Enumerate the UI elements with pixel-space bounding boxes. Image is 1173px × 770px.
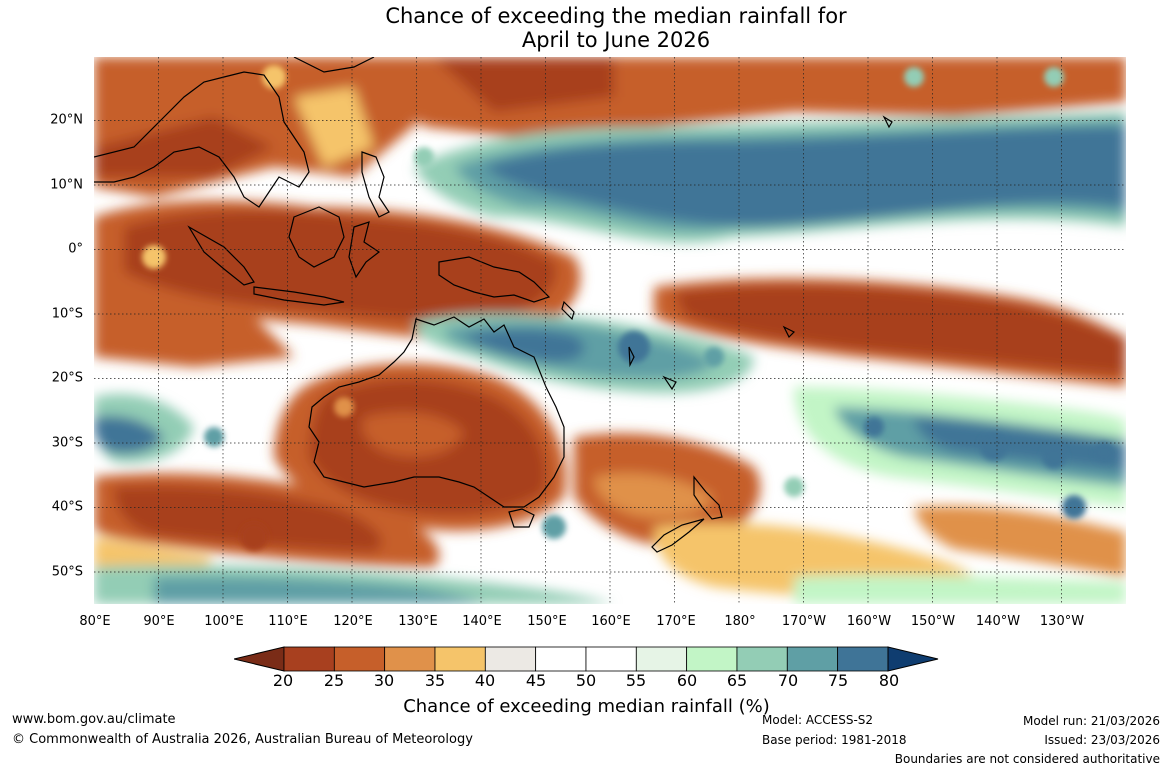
lon-label: 130°W bbox=[1039, 614, 1085, 629]
colorbar-over-arrow bbox=[887, 646, 939, 672]
nz-north-island bbox=[693, 475, 723, 520]
lat-label: 10°S bbox=[51, 306, 83, 322]
issued-date: Issued: 23/03/2026 bbox=[1044, 733, 1160, 747]
colorbar-cell bbox=[283, 646, 335, 672]
rainfall-map bbox=[94, 57, 1126, 604]
lon-label: 140°W bbox=[975, 614, 1021, 629]
colorbar bbox=[234, 646, 939, 672]
colorbar-tick: 35 bbox=[424, 671, 446, 690]
new-guinea-coast bbox=[438, 256, 551, 303]
lon-label: 90°E bbox=[143, 614, 175, 629]
colorbar-tick: 40 bbox=[474, 671, 496, 690]
colorbar-tick: 80 bbox=[878, 671, 900, 690]
new-caledonia-coast bbox=[662, 375, 677, 391]
model-name: Model: ACCESS-S2 bbox=[762, 713, 874, 727]
sulawesi-coast bbox=[348, 221, 381, 279]
lon-label: 80°E bbox=[79, 614, 111, 629]
lat-label: 10°N bbox=[50, 177, 83, 193]
colorbar-cell bbox=[786, 646, 839, 672]
colorbar-tick: 70 bbox=[777, 671, 799, 690]
colorbar-tick: 20 bbox=[272, 671, 294, 690]
java-coast bbox=[253, 286, 345, 306]
lon-label: 150°E bbox=[527, 614, 567, 629]
lon-label: 140°E bbox=[462, 614, 502, 629]
colorbar-label: Chance of exceeding median rainfall (%) bbox=[403, 696, 770, 717]
lon-label: 180° bbox=[724, 614, 756, 629]
colorbar-tick: 75 bbox=[827, 671, 849, 690]
lon-label: 170°E bbox=[656, 614, 696, 629]
china-coast bbox=[293, 57, 375, 73]
lon-label: 160°W bbox=[846, 614, 892, 629]
colorbar-cell bbox=[333, 646, 386, 672]
colorbar-cell bbox=[837, 646, 889, 672]
lon-label: 120°E bbox=[333, 614, 373, 629]
lon-label: 160°E bbox=[591, 614, 631, 629]
lon-label: 110°E bbox=[268, 614, 308, 629]
lon-label: 130°E bbox=[398, 614, 438, 629]
graticule bbox=[94, 57, 1126, 604]
title-line-1: Chance of exceeding the median rainfall … bbox=[385, 4, 847, 28]
colorbar-under-arrow bbox=[234, 646, 285, 672]
solomon-coast bbox=[561, 300, 575, 321]
colorbar-cell bbox=[736, 646, 788, 672]
lat-label: 50°S bbox=[51, 564, 83, 580]
fiji-coast bbox=[782, 325, 796, 339]
borneo-coast bbox=[288, 206, 345, 268]
colorbar-cell bbox=[384, 646, 436, 672]
colorbar-tick: 50 bbox=[575, 671, 597, 690]
base-period: Base period: 1981-2018 bbox=[762, 733, 907, 747]
colorbar-tick: 45 bbox=[525, 671, 547, 690]
tasmania-coast bbox=[508, 508, 535, 528]
lon-label: 150°W bbox=[910, 614, 956, 629]
colorbar-tick: 65 bbox=[726, 671, 748, 690]
colorbar-tick: 30 bbox=[373, 671, 395, 690]
lon-label: 170°W bbox=[781, 614, 827, 629]
colorbar-cell bbox=[484, 646, 537, 672]
lat-label: 20°S bbox=[51, 370, 83, 386]
copyright-text: © Commonwealth of Australia 2026, Austra… bbox=[12, 732, 473, 747]
colorbar-tick: 25 bbox=[323, 671, 345, 690]
coastlines bbox=[94, 57, 893, 553]
australia-coast bbox=[308, 316, 565, 508]
model-run-date: Model run: 21/03/2026 bbox=[1022, 714, 1160, 728]
boundaries-disclaimer: Boundaries are not considered authoritat… bbox=[894, 752, 1160, 766]
lat-label: 40°S bbox=[51, 499, 83, 515]
colorbar-tick: 55 bbox=[625, 671, 647, 690]
title-line-2: April to June 2026 bbox=[521, 28, 711, 52]
colorbar-cell bbox=[434, 646, 486, 672]
colorbar-cell bbox=[535, 646, 587, 672]
colorbar-cell bbox=[585, 646, 637, 672]
website-link[interactable]: www.bom.gov.au/climate bbox=[12, 712, 176, 727]
asia-coast bbox=[94, 71, 310, 208]
lat-label: 20°N bbox=[50, 112, 83, 128]
vanuatu-coast bbox=[628, 346, 635, 368]
map-title: Chance of exceeding the median rainfall … bbox=[0, 4, 1173, 52]
lat-label: 30°S bbox=[51, 435, 83, 451]
colorbar-cell bbox=[686, 646, 738, 672]
philippines-coast bbox=[361, 151, 390, 218]
lon-label: 100°E bbox=[204, 614, 244, 629]
colorbar-tick: 60 bbox=[676, 671, 698, 690]
lat-label: 0° bbox=[68, 241, 83, 257]
colorbar-cell bbox=[635, 646, 688, 672]
sumatra-coast bbox=[187, 225, 255, 286]
map-canvas bbox=[94, 57, 1126, 604]
hawaii-coast bbox=[882, 115, 893, 129]
rainfall-shading bbox=[94, 57, 1126, 604]
nz-south-island bbox=[651, 518, 705, 553]
